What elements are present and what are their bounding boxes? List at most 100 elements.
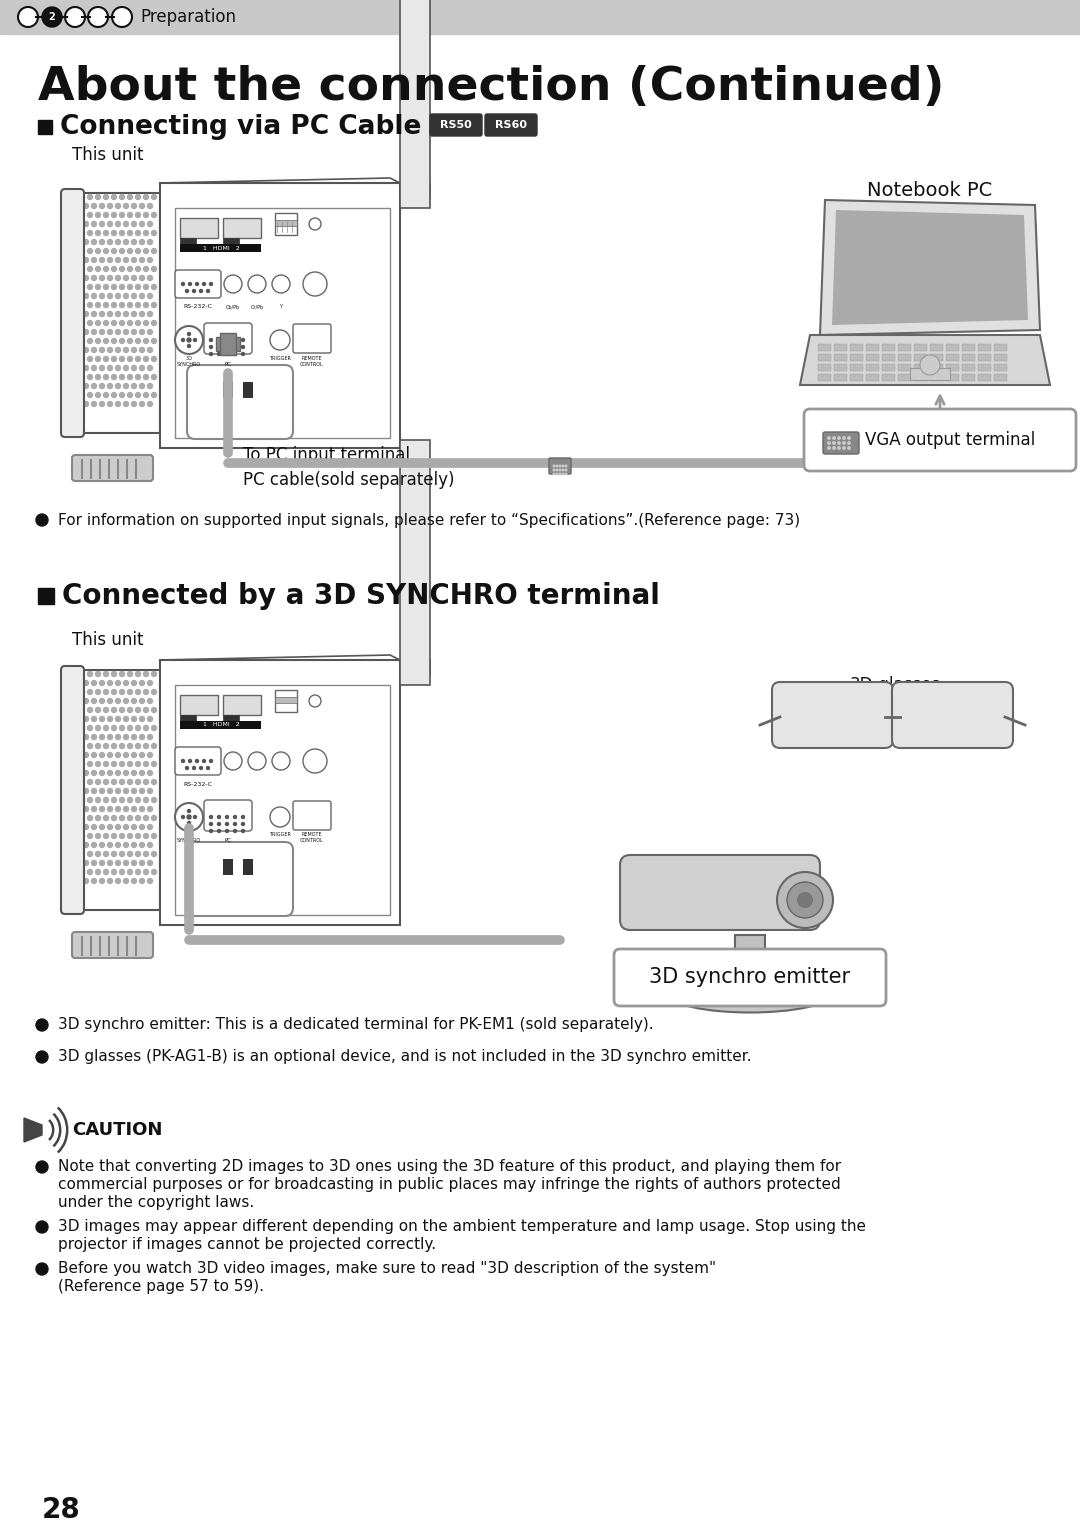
- Circle shape: [132, 221, 136, 227]
- Circle shape: [127, 672, 133, 676]
- Circle shape: [148, 861, 152, 865]
- Circle shape: [108, 258, 112, 262]
- Bar: [866, 354, 879, 360]
- Text: PC: PC: [225, 362, 231, 367]
- Circle shape: [151, 393, 157, 397]
- Circle shape: [135, 833, 140, 839]
- Circle shape: [71, 707, 77, 712]
- Circle shape: [92, 330, 96, 334]
- Circle shape: [76, 348, 81, 353]
- Circle shape: [120, 726, 124, 730]
- Circle shape: [116, 239, 121, 244]
- Circle shape: [71, 816, 77, 821]
- Bar: [882, 364, 895, 371]
- Circle shape: [80, 356, 84, 362]
- Circle shape: [210, 339, 213, 342]
- Bar: [38, 120, 52, 133]
- Circle shape: [76, 293, 81, 299]
- FancyBboxPatch shape: [430, 114, 482, 137]
- Circle shape: [135, 230, 140, 236]
- Bar: [834, 344, 847, 351]
- Circle shape: [127, 744, 133, 749]
- Circle shape: [120, 798, 124, 802]
- Circle shape: [210, 345, 213, 348]
- Text: Note that converting 2D images to 3D ones using the 3D feature of this product, : Note that converting 2D images to 3D one…: [58, 1160, 841, 1175]
- Circle shape: [181, 339, 185, 342]
- Circle shape: [92, 258, 96, 262]
- Circle shape: [123, 698, 129, 704]
- Circle shape: [200, 767, 203, 770]
- Circle shape: [272, 275, 291, 293]
- Circle shape: [71, 870, 77, 874]
- Circle shape: [132, 716, 136, 721]
- Circle shape: [559, 469, 561, 471]
- Circle shape: [132, 365, 136, 371]
- Circle shape: [76, 788, 81, 793]
- Bar: [216, 337, 240, 351]
- Circle shape: [127, 689, 133, 695]
- Circle shape: [151, 744, 157, 749]
- Circle shape: [95, 851, 100, 856]
- Circle shape: [36, 1051, 48, 1063]
- Circle shape: [144, 689, 149, 695]
- Circle shape: [99, 311, 105, 316]
- Circle shape: [87, 249, 93, 253]
- Circle shape: [144, 195, 149, 199]
- Bar: [897, 354, 912, 360]
- Circle shape: [116, 824, 121, 830]
- Circle shape: [108, 698, 112, 704]
- Circle shape: [83, 753, 89, 758]
- FancyBboxPatch shape: [549, 459, 571, 474]
- Circle shape: [127, 726, 133, 730]
- Circle shape: [148, 239, 152, 244]
- Circle shape: [132, 330, 136, 334]
- Circle shape: [123, 221, 129, 227]
- Circle shape: [181, 282, 185, 285]
- Circle shape: [135, 672, 140, 676]
- Text: SYNCHRO: SYNCHRO: [177, 362, 201, 367]
- Text: VGA output terminal: VGA output terminal: [865, 431, 1035, 449]
- Circle shape: [112, 8, 132, 28]
- Circle shape: [87, 393, 93, 397]
- Circle shape: [563, 469, 564, 471]
- Circle shape: [833, 446, 835, 449]
- Circle shape: [104, 356, 108, 362]
- Bar: [160, 660, 400, 925]
- Circle shape: [87, 195, 93, 199]
- Circle shape: [92, 402, 96, 407]
- Circle shape: [148, 879, 152, 884]
- Circle shape: [838, 437, 840, 439]
- Bar: [994, 364, 1007, 371]
- Text: PC cable(sold separately): PC cable(sold separately): [243, 471, 455, 489]
- Circle shape: [80, 689, 84, 695]
- Circle shape: [116, 698, 121, 704]
- Bar: [962, 364, 975, 371]
- Circle shape: [120, 321, 124, 325]
- Circle shape: [71, 339, 77, 344]
- Circle shape: [95, 374, 100, 379]
- Circle shape: [83, 861, 89, 865]
- FancyBboxPatch shape: [72, 456, 153, 482]
- Circle shape: [108, 384, 112, 388]
- Circle shape: [111, 302, 117, 307]
- Circle shape: [144, 744, 149, 749]
- Circle shape: [76, 735, 81, 739]
- Circle shape: [120, 744, 124, 749]
- Circle shape: [92, 311, 96, 316]
- Circle shape: [87, 374, 93, 379]
- Circle shape: [242, 353, 244, 356]
- Circle shape: [132, 698, 136, 704]
- Circle shape: [108, 842, 112, 847]
- Circle shape: [226, 353, 229, 356]
- Circle shape: [148, 824, 152, 830]
- Circle shape: [83, 258, 89, 262]
- Circle shape: [272, 752, 291, 770]
- Circle shape: [842, 446, 846, 449]
- Circle shape: [127, 356, 133, 362]
- Bar: [910, 368, 950, 380]
- Circle shape: [104, 761, 108, 767]
- Circle shape: [83, 698, 89, 704]
- Bar: [400, 440, 430, 686]
- Circle shape: [132, 879, 136, 884]
- Circle shape: [116, 311, 121, 316]
